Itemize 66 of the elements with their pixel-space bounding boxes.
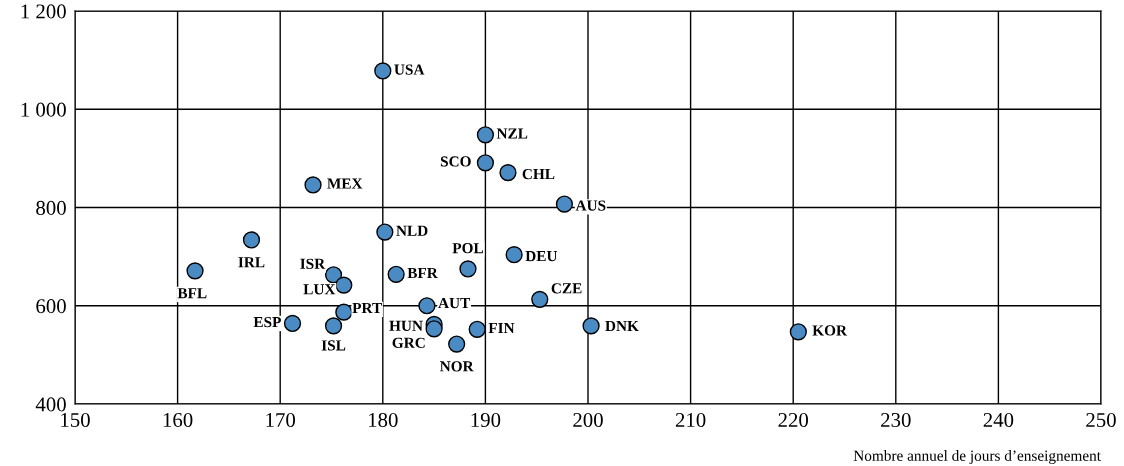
annotation: AUS	[575, 200, 606, 211]
annotation: CZE	[551, 283, 582, 294]
point	[789, 323, 807, 341]
point	[499, 164, 517, 182]
point	[476, 154, 495, 172]
annotation: AUT	[438, 297, 471, 309]
point	[387, 265, 405, 283]
point	[476, 126, 495, 144]
annotation: BFR	[407, 267, 438, 279]
point	[459, 260, 477, 278]
point	[555, 195, 574, 213]
annotation: MEX	[327, 178, 363, 189]
annotation: USA	[394, 64, 425, 75]
x-tick-label: 160	[163, 412, 193, 427]
annotation: POL	[452, 243, 484, 254]
annotation: BFL	[177, 288, 207, 299]
point	[335, 276, 353, 294]
annotation: NLD	[396, 225, 428, 236]
x-tick-label: 190	[471, 412, 501, 427]
annotation: DNK	[605, 320, 639, 331]
x-tick-label: 150	[61, 412, 90, 427]
annotation: KOR	[812, 325, 848, 336]
point	[242, 231, 261, 249]
point	[335, 303, 353, 321]
x-tick-label: 240	[983, 412, 1014, 427]
point	[324, 317, 343, 335]
point	[324, 266, 343, 284]
point	[376, 223, 394, 241]
x-tick-label: 200	[573, 412, 603, 427]
y-tick-label: 1 000	[21, 102, 66, 117]
point	[283, 314, 302, 333]
annotation: GRC	[392, 337, 425, 348]
x-tick-label: 250	[1086, 412, 1116, 427]
point	[468, 320, 486, 338]
annotation: ISR	[300, 258, 326, 269]
point	[418, 297, 436, 315]
y-tick-label: 600	[36, 299, 66, 314]
x-tick-label: 220	[778, 412, 809, 427]
point	[425, 320, 443, 338]
annotation: LUX	[303, 284, 336, 295]
x-axis-title: Nombre annuel de jours d’enseignement	[853, 450, 1101, 464]
annotation: NOR	[439, 361, 474, 372]
x-tick-label: 210	[675, 412, 706, 427]
annotation: FIN	[488, 323, 515, 333]
annotation: DEU	[525, 251, 558, 262]
y-tick-label: 800	[36, 200, 66, 215]
annotation: SCO	[440, 156, 471, 167]
point	[582, 317, 600, 335]
annotation: ESP	[253, 316, 281, 328]
x-tick-label: 230	[881, 412, 911, 427]
annotation: IRL	[238, 257, 265, 268]
annotation: ISL	[321, 340, 346, 351]
point	[186, 262, 204, 280]
point	[374, 62, 392, 80]
annotation: NZL	[496, 128, 528, 139]
x-tick-label: 180	[369, 412, 398, 427]
point	[304, 176, 322, 194]
annotation: PRT	[352, 303, 382, 314]
x-tick-label: 170	[266, 412, 296, 427]
point	[505, 246, 523, 264]
point	[448, 335, 466, 353]
annotation: CHL	[522, 168, 555, 180]
y-tick-label: 1 200	[21, 4, 66, 19]
y-tick-label: 400	[35, 397, 66, 412]
annotation: HUN	[389, 320, 423, 332]
point	[531, 290, 549, 308]
